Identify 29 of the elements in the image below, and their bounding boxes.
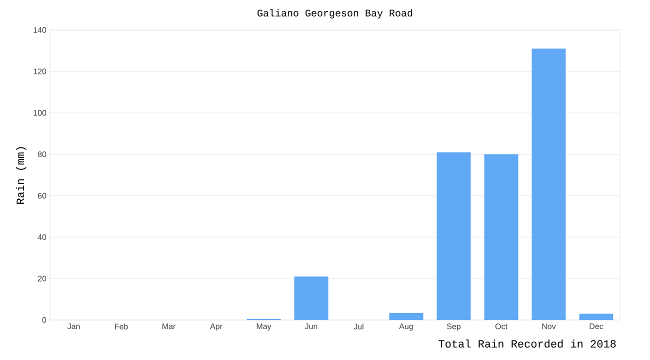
x-tick-label: May [256, 324, 272, 331]
x-tick-label: Feb [115, 324, 128, 330]
y-tick-label: 120 [34, 68, 46, 74]
y-tick-label: 100 [34, 110, 46, 116]
x-tick-label: Oct [495, 324, 508, 330]
x-tick-label: Aug [399, 324, 413, 331]
y-tick-label: 0 [42, 317, 46, 323]
bar [532, 48, 566, 320]
bar [436, 152, 471, 320]
bar [579, 314, 614, 320]
x-tick-label: Jul [354, 324, 364, 330]
bar [294, 276, 328, 320]
x-tick-label: Sep [446, 324, 461, 331]
x-tick-label: Jan [67, 324, 80, 330]
x-tick-label: Jun [304, 324, 318, 330]
y-tick-label: 80 [38, 151, 46, 158]
x-axis-title: Total Rain Recorded in 2018 [438, 340, 616, 348]
y-tick-label: 140 [34, 27, 46, 33]
y-tick-label: 20 [38, 276, 46, 282]
x-tick-label: Nov [542, 324, 556, 330]
y-tick-label: 40 [38, 234, 46, 240]
bar [484, 154, 518, 320]
x-tick-label: Apr [210, 324, 222, 331]
x-tick-label: Mar [162, 324, 176, 330]
bar [389, 312, 424, 320]
y-axis-title: Rain (mm) [16, 147, 26, 204]
x-tick-label: Dec [590, 324, 604, 330]
y-tick-label: 60 [38, 192, 46, 199]
chart-title: Galiano Georgeson Bay Road [258, 9, 412, 18]
